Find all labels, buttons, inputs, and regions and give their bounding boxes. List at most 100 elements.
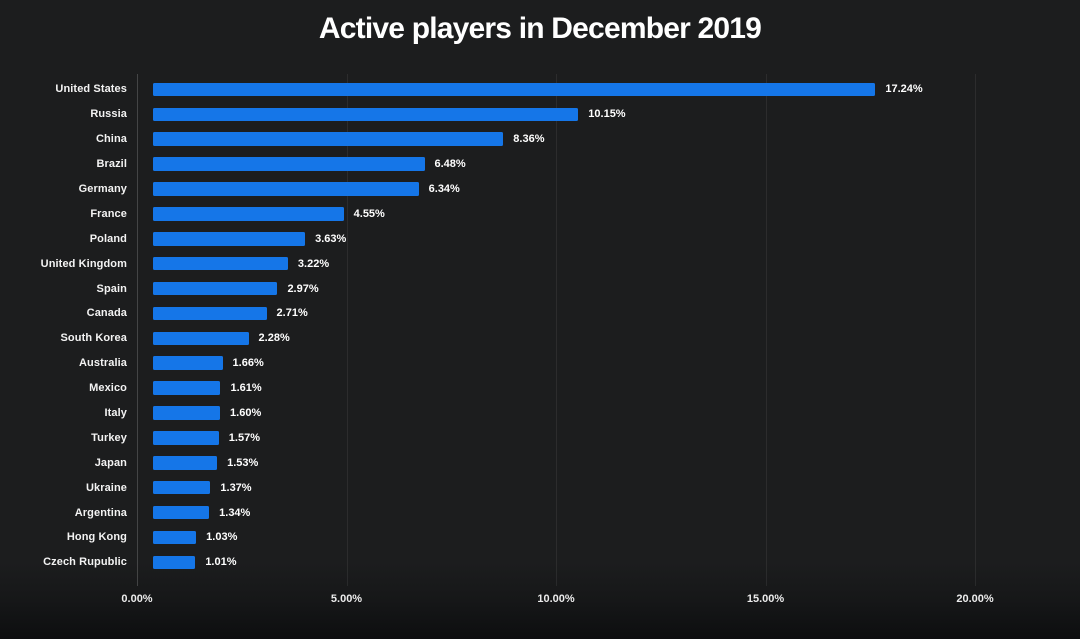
category-label: France	[90, 207, 127, 220]
chart-row: Mexico 1.61%	[0, 376, 1080, 401]
value-label: 1.66%	[232, 357, 264, 370]
bar	[153, 207, 344, 221]
y-axis-line	[137, 74, 138, 586]
value-label: 3.22%	[297, 257, 330, 270]
chart-row: Hong Kong 1.03%	[0, 525, 1080, 550]
bar	[153, 480, 211, 495]
bar	[153, 82, 876, 97]
value-label: 1.34%	[219, 506, 251, 519]
bar	[153, 182, 419, 196]
category-label: Brazil	[96, 158, 127, 171]
value-label: 1.57%	[228, 431, 260, 444]
bar-rows: United States 17.24% Russia 10.15% China 8.36…	[0, 77, 1080, 575]
chart-row: France 4.55%	[0, 201, 1080, 226]
x-tick-label: 15.00%	[746, 593, 785, 605]
category-label: Canada	[86, 307, 127, 320]
x-tick-label: 0.00%	[121, 593, 153, 605]
chart-row: Brazil 6.48%	[0, 152, 1080, 177]
bar-area: 2.97%	[153, 281, 1080, 296]
category-label: Russia	[90, 108, 127, 121]
value-label: 1.03%	[206, 531, 238, 544]
bar-area: 1.37%	[153, 480, 1080, 495]
bar-area: 4.55%	[153, 207, 1080, 221]
chart-row: Czech Rupublic 1.01%	[0, 550, 1080, 575]
x-axis: 0.00% 5.00% 10.00% 15.00% 20.00%	[121, 593, 993, 609]
bar-area: 1.01%	[153, 555, 1080, 570]
gridline	[975, 74, 976, 586]
bar	[153, 406, 221, 420]
bar	[153, 256, 288, 271]
category-label: Spain	[96, 282, 127, 295]
bar	[153, 381, 221, 395]
value-label: 2.97%	[287, 282, 319, 295]
category-label: China	[95, 133, 127, 146]
category-label: United Kingdom	[40, 257, 127, 270]
value-label: 6.48%	[434, 158, 466, 171]
bar-area: 2.71%	[153, 306, 1080, 321]
category-label: South Korea	[60, 332, 127, 345]
value-label: 3.63%	[315, 232, 347, 245]
bar-area: 1.57%	[153, 431, 1080, 445]
chart-row: Canada 2.71%	[0, 301, 1080, 326]
bar-area: 1.60%	[153, 406, 1080, 420]
x-tick-label: 10.00%	[537, 593, 575, 605]
chart-row: Russia 10.15%	[0, 102, 1080, 127]
value-label: 2.28%	[258, 332, 290, 345]
category-label: Czech Rupublic	[43, 556, 127, 569]
gridline	[765, 74, 767, 586]
bar-area: 8.36%	[153, 132, 1080, 146]
bar-area: 3.22%	[153, 256, 1080, 271]
category-label: Argentina	[74, 506, 127, 519]
chart-row: Ukraine 1.37%	[0, 475, 1080, 500]
bar-area: 1.34%	[153, 505, 1080, 520]
bar-area: 6.48%	[153, 157, 1080, 171]
value-label: 1.53%	[227, 456, 259, 469]
value-label: 1.60%	[230, 407, 262, 420]
chart-row: United States 17.24%	[0, 77, 1080, 102]
chart-row: Spain 2.97%	[0, 276, 1080, 301]
value-label: 1.37%	[220, 481, 252, 494]
category-label: Japan	[94, 456, 127, 469]
bar-area: 1.61%	[153, 381, 1080, 395]
bar	[153, 505, 210, 520]
category-label: Australia	[79, 357, 127, 370]
bar-area: 6.34%	[153, 182, 1080, 196]
bar-area: 1.53%	[153, 456, 1080, 470]
bar	[153, 107, 579, 122]
chart-row: United Kingdom 3.22%	[0, 251, 1080, 276]
bar	[153, 157, 425, 171]
bar-area: 3.63%	[153, 232, 1080, 246]
chart-row: Italy 1.60%	[0, 401, 1080, 426]
chart-row: South Korea 2.28%	[0, 326, 1080, 351]
chart-row: China 8.36%	[0, 127, 1080, 152]
bar	[153, 331, 249, 346]
category-label: Hong Kong	[66, 531, 127, 544]
chart-row: Poland 3.63%	[0, 226, 1080, 251]
category-label: Ukraine	[85, 481, 127, 494]
category-label: Turkey	[91, 431, 127, 444]
bar	[153, 555, 196, 570]
value-label: 8.36%	[513, 133, 545, 146]
category-label: United States	[55, 83, 127, 96]
chart-row: Australia 1.66%	[0, 351, 1080, 376]
bar	[153, 132, 504, 146]
chart-row: Japan 1.53%	[0, 450, 1080, 475]
value-label: 6.34%	[428, 183, 460, 195]
bar-area: 1.03%	[153, 530, 1080, 545]
bar	[153, 232, 306, 246]
bar	[153, 456, 218, 470]
category-label: Italy	[104, 407, 127, 420]
category-label: Poland	[89, 232, 127, 245]
value-label: 10.15%	[588, 108, 626, 121]
gridline	[346, 74, 348, 586]
bar	[153, 431, 219, 445]
chart-row: Argentina 1.34%	[0, 500, 1080, 525]
x-tick-label: 20.00%	[956, 593, 994, 605]
chart-row: Germany 6.34%	[0, 177, 1080, 202]
value-label: 17.24%	[885, 83, 923, 96]
value-label: 1.61%	[230, 382, 262, 395]
value-label: 2.71%	[276, 307, 308, 320]
gridlines-layer	[137, 74, 976, 586]
value-label: 1.01%	[205, 556, 237, 569]
bar	[153, 306, 267, 321]
